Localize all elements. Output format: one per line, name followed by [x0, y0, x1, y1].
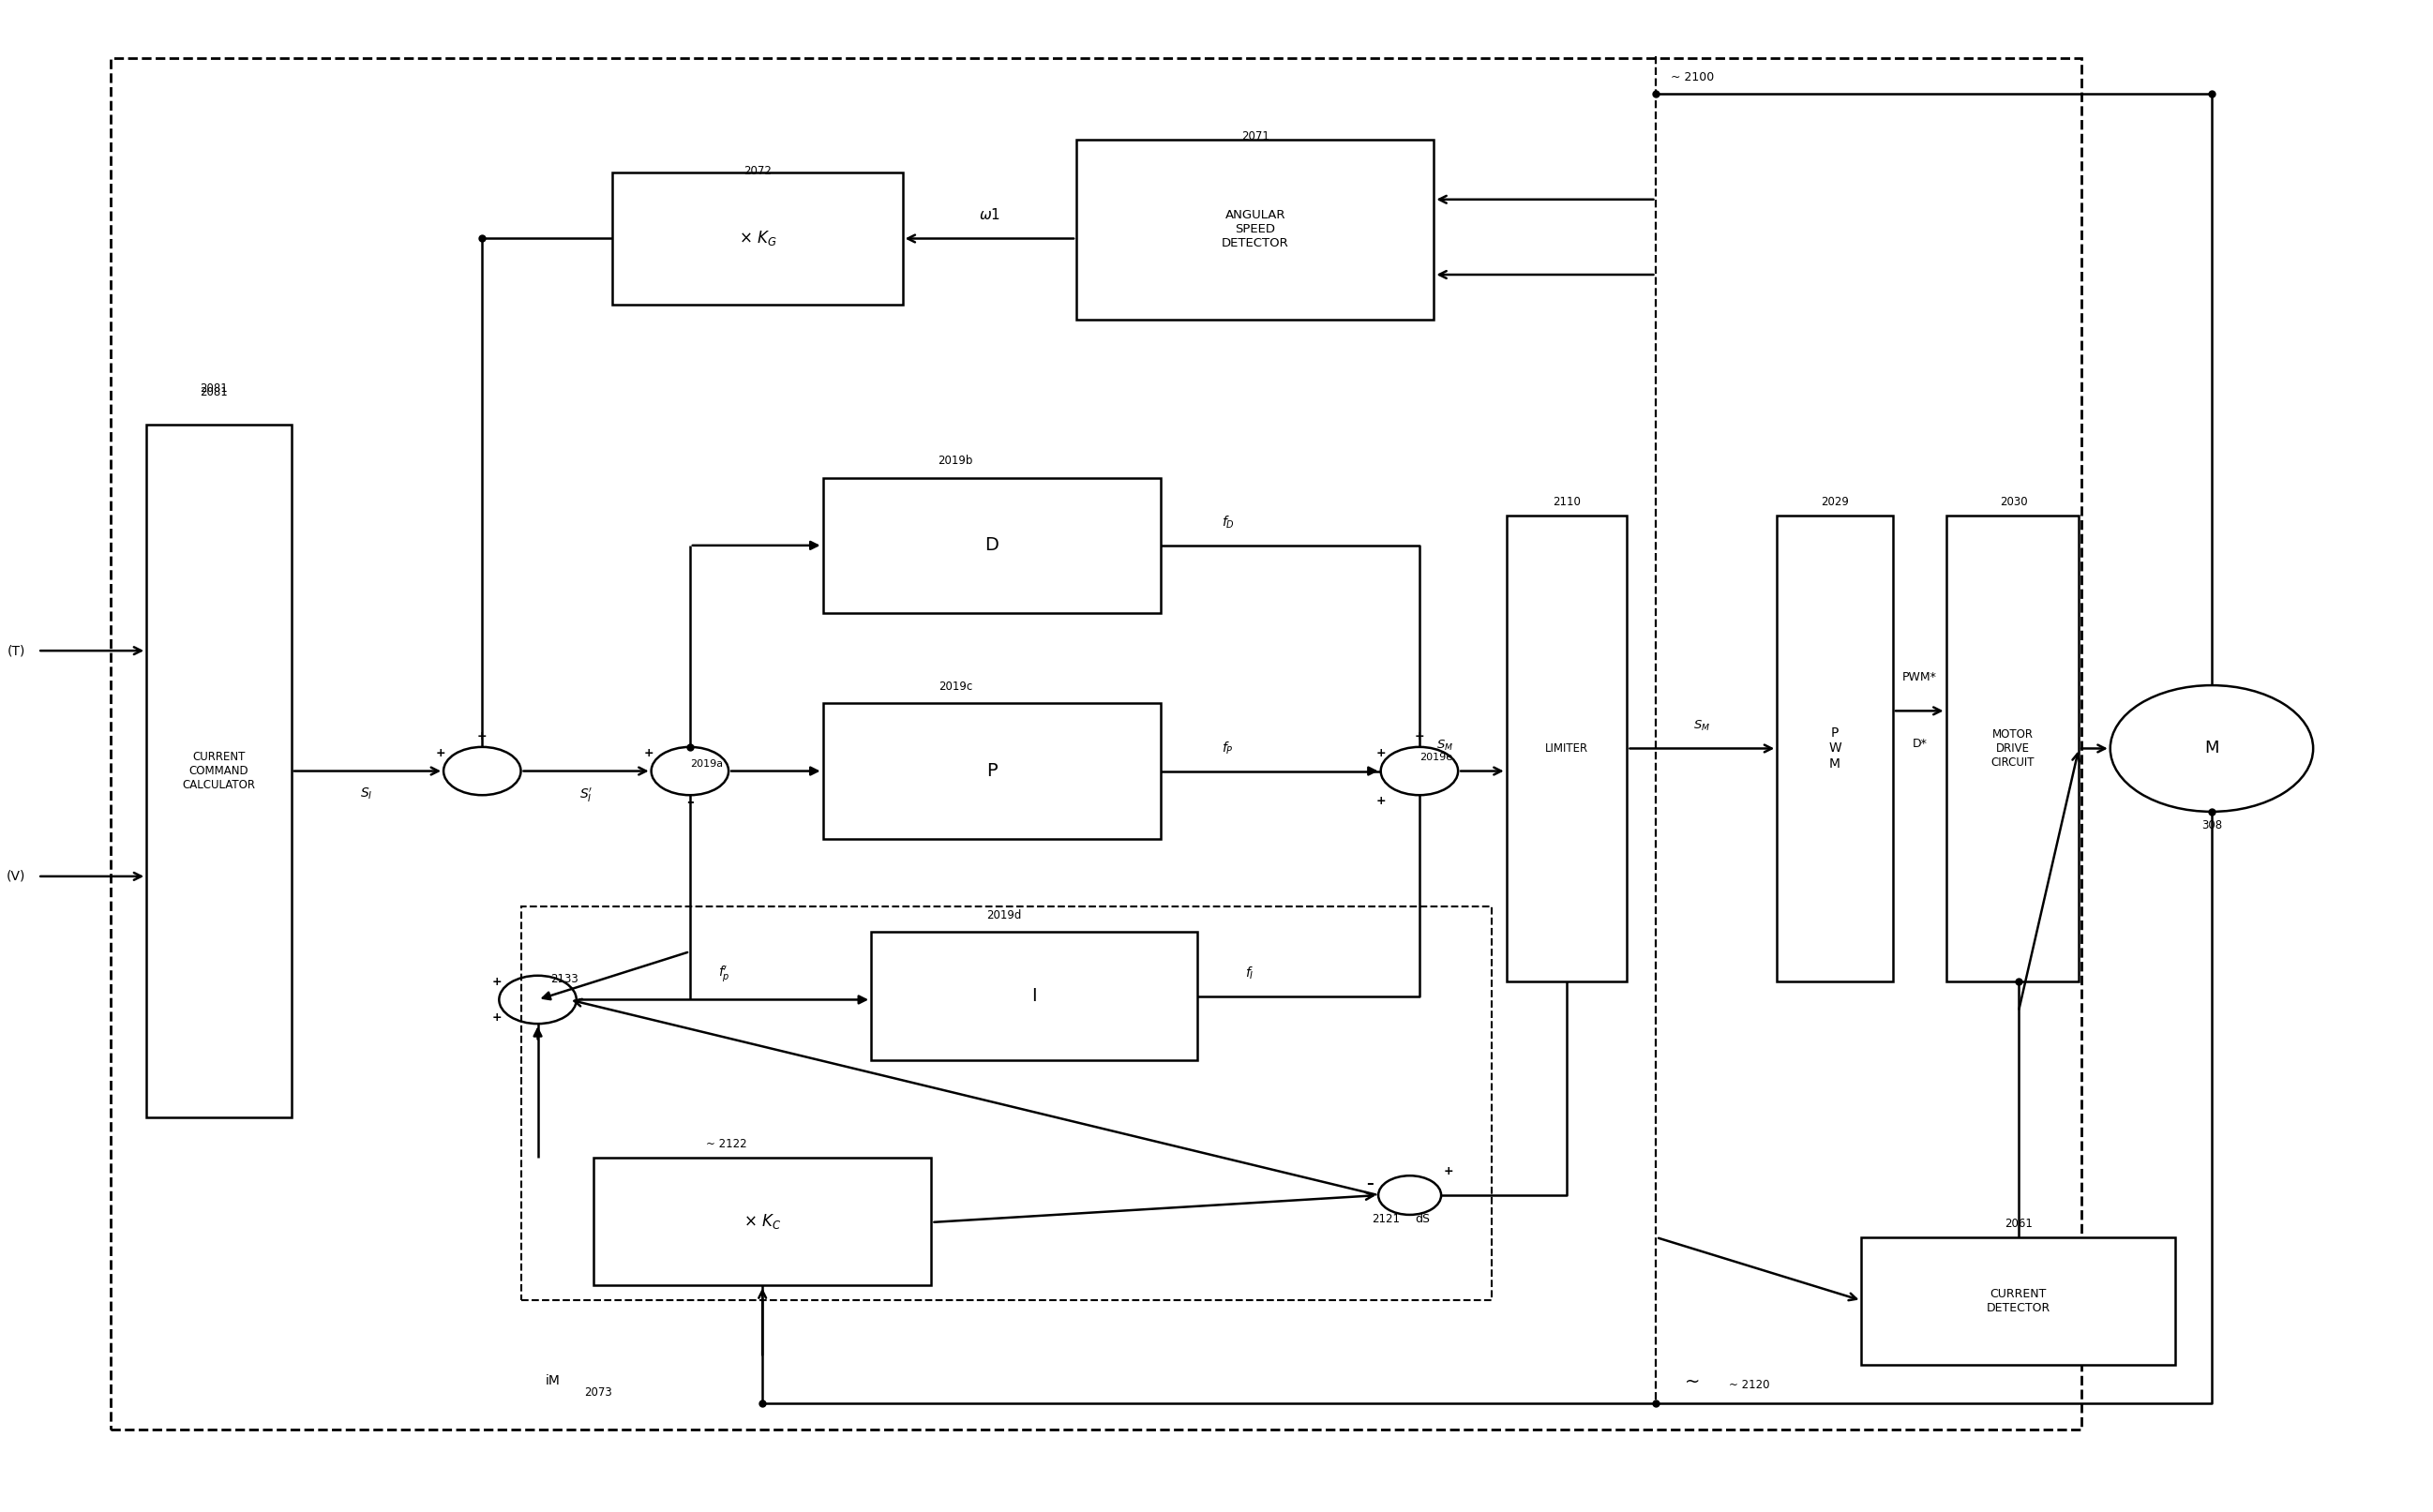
Text: –: – — [686, 795, 693, 809]
Text: $\times\ K_C$: $\times\ K_C$ — [744, 1213, 781, 1231]
Text: 308: 308 — [2202, 820, 2221, 832]
Text: $f_I$: $f_I$ — [1246, 965, 1255, 981]
Text: 2019a: 2019a — [691, 759, 723, 768]
Text: $S_I$: $S_I$ — [360, 786, 372, 801]
FancyBboxPatch shape — [613, 172, 903, 305]
FancyBboxPatch shape — [1506, 516, 1628, 981]
Text: +: + — [1375, 747, 1384, 759]
Text: M: M — [2204, 739, 2219, 758]
Text: (V): (V) — [7, 869, 27, 883]
Text: +: + — [436, 747, 445, 759]
Text: ~ 2120: ~ 2120 — [1727, 1379, 1769, 1391]
FancyBboxPatch shape — [822, 478, 1161, 612]
FancyBboxPatch shape — [146, 425, 292, 1117]
Text: MOTOR
DRIVE
CIRCUIT: MOTOR DRIVE CIRCUIT — [1990, 729, 2034, 768]
Text: ~ 2122: ~ 2122 — [706, 1139, 747, 1151]
Text: $f_D$: $f_D$ — [1221, 514, 1234, 531]
Text: CURRENT
COMMAND
CALCULATOR: CURRENT COMMAND CALCULATOR — [182, 751, 255, 791]
Text: $\omega 1$: $\omega 1$ — [978, 207, 1000, 222]
FancyBboxPatch shape — [871, 931, 1197, 1060]
FancyBboxPatch shape — [1946, 516, 2078, 981]
Text: 2019c: 2019c — [939, 680, 973, 692]
Text: $S_M$: $S_M$ — [1693, 720, 1710, 733]
Text: 2081: 2081 — [200, 383, 229, 395]
Text: (T): (T) — [7, 644, 27, 658]
Text: +: + — [1375, 795, 1384, 807]
Text: 2073: 2073 — [584, 1387, 613, 1399]
Text: P: P — [985, 762, 998, 780]
Text: 2071: 2071 — [1241, 130, 1270, 142]
Text: +: + — [645, 747, 654, 759]
Text: 2019d: 2019d — [985, 909, 1022, 921]
Text: +: + — [491, 1012, 501, 1024]
Text: ANGULAR
SPEED
DETECTOR: ANGULAR SPEED DETECTOR — [1221, 209, 1289, 249]
Text: 2121: 2121 — [1372, 1213, 1399, 1225]
Text: P
W
M: P W M — [1830, 727, 1842, 770]
Text: $S_M$: $S_M$ — [1435, 739, 1453, 753]
FancyBboxPatch shape — [1776, 516, 1893, 981]
Text: +: + — [1443, 1164, 1453, 1178]
Text: LIMITER: LIMITER — [1545, 742, 1589, 754]
Text: 2019e: 2019e — [1418, 753, 1453, 762]
Text: ~: ~ — [1684, 1373, 1701, 1391]
Text: 2019b: 2019b — [939, 455, 973, 467]
Text: 2029: 2029 — [1820, 496, 1849, 508]
FancyBboxPatch shape — [822, 703, 1161, 839]
Text: 2061: 2061 — [2005, 1217, 2032, 1229]
Text: $f_P$: $f_P$ — [1221, 739, 1234, 756]
Text: +: + — [1414, 730, 1423, 742]
Text: 2030: 2030 — [2000, 496, 2027, 508]
Text: dS: dS — [1414, 1213, 1431, 1225]
Text: –: – — [1367, 1176, 1375, 1190]
Text: $S_I'$: $S_I'$ — [579, 786, 594, 804]
Text: $\times\ K_G$: $\times\ K_G$ — [740, 230, 776, 248]
FancyBboxPatch shape — [1075, 139, 1433, 319]
Text: $f_p'$: $f_p'$ — [718, 965, 730, 984]
FancyBboxPatch shape — [1861, 1237, 2175, 1365]
Text: I: I — [1032, 987, 1036, 1005]
Text: D: D — [985, 537, 1000, 555]
Text: 2072: 2072 — [744, 165, 771, 177]
Text: +: + — [491, 975, 501, 987]
Text: 2133: 2133 — [550, 972, 579, 984]
Text: PWM*: PWM* — [1903, 671, 1937, 683]
Text: iM: iM — [545, 1374, 560, 1388]
Text: 2081: 2081 — [200, 386, 229, 398]
Text: D*: D* — [1912, 738, 1927, 750]
Text: CURRENT
DETECTOR: CURRENT DETECTOR — [1985, 1288, 2051, 1314]
Text: ~ 2100: ~ 2100 — [1671, 71, 1713, 83]
FancyBboxPatch shape — [594, 1158, 932, 1285]
Text: 2110: 2110 — [1552, 496, 1581, 508]
Text: +: + — [477, 730, 487, 742]
